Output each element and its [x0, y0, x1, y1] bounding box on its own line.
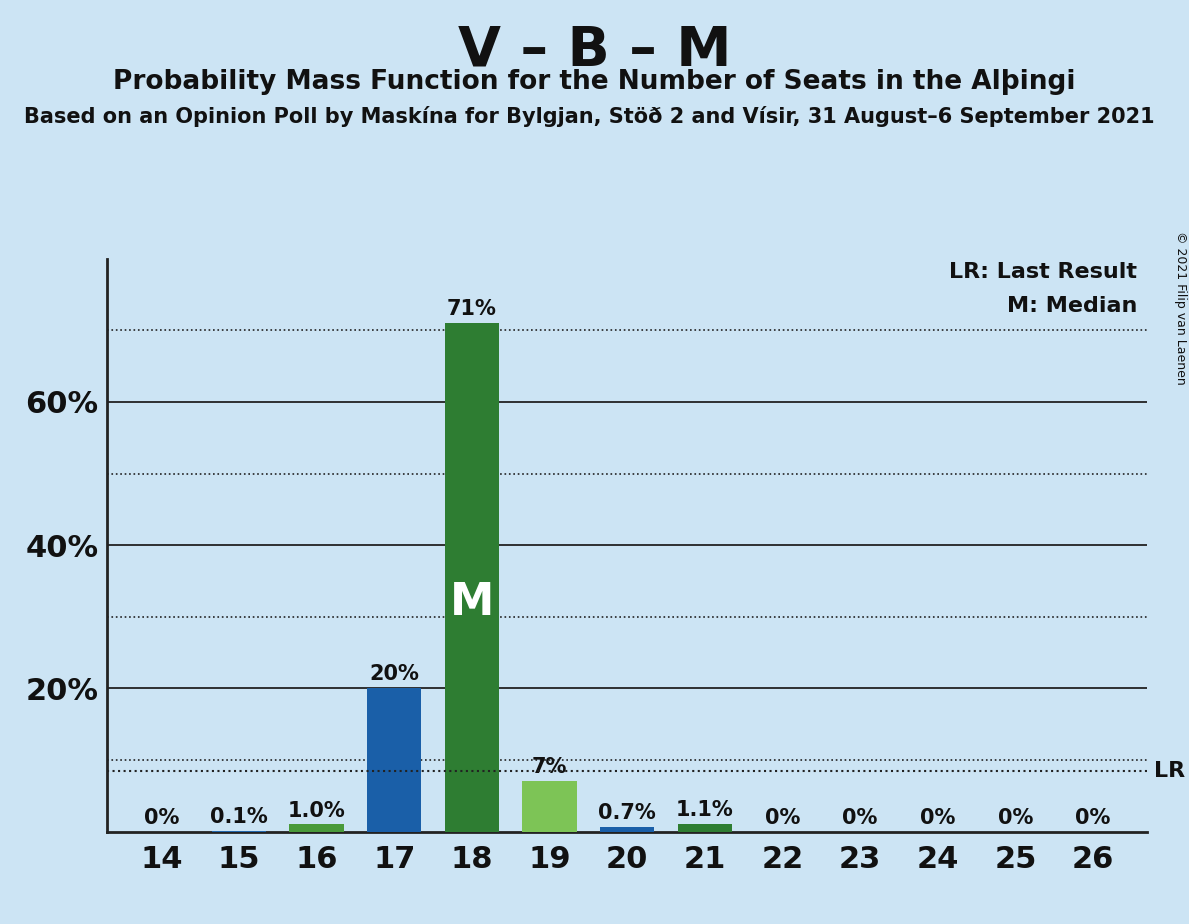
Text: 1.0%: 1.0%	[288, 801, 346, 821]
Text: 0.1%: 0.1%	[210, 808, 268, 827]
Bar	[367, 688, 421, 832]
Text: LR: LR	[1155, 760, 1185, 781]
Text: 0%: 0%	[1075, 808, 1111, 828]
Text: 0%: 0%	[144, 808, 180, 828]
Text: 1.1%: 1.1%	[677, 800, 734, 821]
Text: V – B – M: V – B – M	[458, 23, 731, 77]
Bar	[522, 782, 577, 832]
Text: 0%: 0%	[765, 808, 800, 828]
Bar	[678, 823, 732, 832]
Text: M: M	[449, 581, 495, 625]
Bar	[600, 827, 654, 832]
Text: 7%: 7%	[531, 757, 567, 777]
Text: 0%: 0%	[843, 808, 877, 828]
Text: © 2021 Filip van Laenen: © 2021 Filip van Laenen	[1175, 231, 1187, 384]
Text: 20%: 20%	[370, 664, 420, 684]
Bar	[445, 323, 499, 832]
Text: 0.7%: 0.7%	[598, 803, 656, 823]
Text: 71%: 71%	[447, 298, 497, 319]
Text: Based on an Opinion Poll by Maskína for Bylgjan, Stöð 2 and Vísir, 31 August–6 S: Based on an Opinion Poll by Maskína for …	[24, 106, 1155, 128]
Text: LR: Last Result: LR: Last Result	[949, 261, 1137, 282]
Text: 0%: 0%	[998, 808, 1033, 828]
Text: Probability Mass Function for the Number of Seats in the Alþingi: Probability Mass Function for the Number…	[113, 69, 1076, 95]
Bar	[289, 824, 344, 832]
Text: 0%: 0%	[920, 808, 956, 828]
Text: M: Median: M: Median	[1007, 296, 1137, 316]
